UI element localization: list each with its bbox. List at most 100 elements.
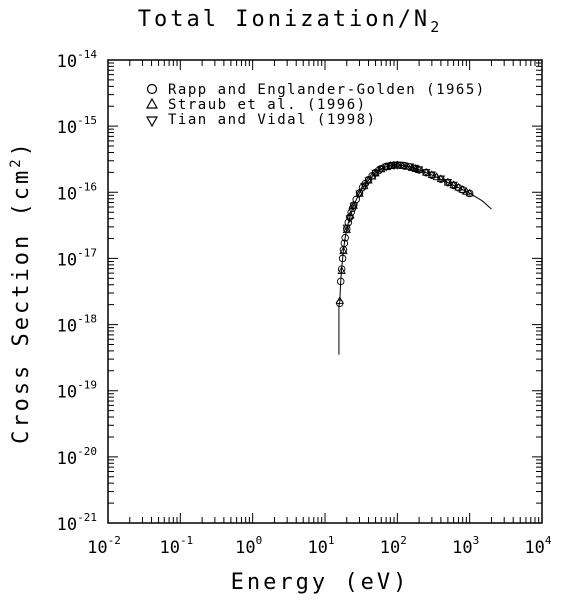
x-tick-exponent: 0 xyxy=(256,534,263,547)
legend-label-3: Tian and Vidal (1998) xyxy=(168,112,377,128)
legend-triangle-down-marker xyxy=(145,116,159,128)
y-tick-exponent: -21 xyxy=(77,511,97,524)
marker-triangle-down xyxy=(371,170,380,178)
plot-frame xyxy=(107,59,543,524)
marker-triangle-up xyxy=(454,182,463,191)
x-tick-base: 10 xyxy=(524,538,544,558)
marker-triangle-down xyxy=(355,190,364,199)
x-tick-label: 10-1 xyxy=(159,534,193,558)
x-tick-exponent: 1 xyxy=(328,534,335,547)
y-tick-exponent: -16 xyxy=(77,180,97,193)
marker-triangle-down xyxy=(443,178,453,187)
marker-triangle-up xyxy=(337,266,346,275)
marker-triangle-up xyxy=(403,161,413,170)
x-tick-label: 102 xyxy=(380,534,407,558)
y-tick-label: 10-14 xyxy=(57,48,98,72)
y-tick-exponent: -20 xyxy=(77,445,97,458)
y-axis-label: Cross Section (cm2) xyxy=(8,140,34,444)
marker-triangle-down xyxy=(364,177,373,186)
legend-item-1: Rapp and Englander-Golden (1965) xyxy=(146,82,486,98)
y-tick-label: 10-15 xyxy=(57,114,97,138)
y-axis-label-text: Cross Section (cm xyxy=(9,168,34,444)
marker-triangle-down xyxy=(427,171,436,180)
x-tick-base: 10 xyxy=(452,538,472,558)
x-tick-label: 101 xyxy=(307,534,334,558)
marker-triangle-down xyxy=(342,224,351,233)
marker-triangle-down xyxy=(398,162,408,171)
marker-triangle-down xyxy=(414,166,424,175)
y-tick-exponent: -18 xyxy=(77,313,97,326)
marker-circle xyxy=(338,254,347,263)
legend-item-3: Tian and Vidal (1998) xyxy=(145,112,377,128)
marker-circle xyxy=(340,239,349,247)
y-tick-exponent: -14 xyxy=(77,48,97,61)
y-axis-label-close: ) xyxy=(9,140,34,156)
legend-circle-marker xyxy=(146,83,158,95)
marker-triangle-down xyxy=(393,161,402,170)
marker-triangle-down xyxy=(405,163,415,172)
marker-triangle-up xyxy=(342,225,351,234)
chart-title-text: Total Ionization/N xyxy=(138,7,430,32)
marker-triangle-down xyxy=(436,175,446,184)
x-tick-labels: 10-2 10-1 100 101 102 103 104 xyxy=(87,534,552,558)
marker-circle xyxy=(341,234,349,242)
axis-ticks xyxy=(108,60,542,523)
chart-title-subscript: 2 xyxy=(430,18,442,36)
y-tick-label: 10-18 xyxy=(57,313,97,337)
y-tick-label: 10-20 xyxy=(57,445,97,469)
x-tick-label: 10-2 xyxy=(87,534,121,558)
x-tick-exponent: -1 xyxy=(180,534,193,547)
y-tick-base: 10 xyxy=(57,383,77,403)
marker-triangle-up xyxy=(371,168,380,177)
x-tick-label: 103 xyxy=(452,534,479,558)
x-tick-label: 100 xyxy=(235,534,262,558)
marker-triangle-down xyxy=(449,181,458,190)
y-tick-base: 10 xyxy=(57,449,77,469)
marker-triangle-down xyxy=(349,202,358,211)
svg-text:Cross Section (cm2): Cross Section (cm2) xyxy=(8,140,34,444)
x-tick-label: 104 xyxy=(524,534,551,558)
marker-circle xyxy=(336,277,345,286)
marker-triangle-up xyxy=(360,181,369,190)
y-tick-exponent: -15 xyxy=(77,114,97,127)
legend-label-1: Rapp and Englander-Golden (1965) xyxy=(168,82,486,98)
x-axis-label: Energy (eV) xyxy=(231,570,410,595)
y-tick-label: 10-21 xyxy=(57,511,97,535)
marker-triangle-down xyxy=(377,166,386,174)
chart-title: Total Ionization/N2 xyxy=(138,7,442,36)
marker-triangle-up xyxy=(335,296,344,304)
y-tick-base: 10 xyxy=(57,118,77,138)
minor-ticks xyxy=(108,60,542,523)
x-tick-base: 10 xyxy=(159,538,179,558)
marker-triangle-up xyxy=(407,163,417,171)
marker-triangle-up xyxy=(364,175,373,184)
x-tick-exponent: 4 xyxy=(545,534,552,547)
data-markers xyxy=(335,160,474,308)
marker-triangle-up xyxy=(465,188,474,197)
y-tick-label: 10-19 xyxy=(57,379,97,403)
marker-circle xyxy=(337,265,346,273)
x-tick-exponent: 2 xyxy=(400,534,407,547)
y-tick-base: 10 xyxy=(57,184,77,204)
y-tick-base: 10 xyxy=(57,250,77,270)
marker-triangle-down xyxy=(360,182,369,191)
y-tick-exponent: -17 xyxy=(77,246,97,259)
y-tick-label: 10-16 xyxy=(57,180,97,204)
marker-triangle-down xyxy=(421,169,431,177)
marker-triangle-up xyxy=(355,188,364,197)
y-tick-base: 10 xyxy=(57,317,77,337)
marker-triangle-up xyxy=(349,201,358,209)
marker-triangle-up xyxy=(339,246,348,255)
y-tick-base: 10 xyxy=(57,52,77,72)
marker-triangle-up xyxy=(346,210,355,219)
legend-item-2: Straub et al. (1996) xyxy=(145,97,365,113)
marker-triangle-down xyxy=(386,162,395,171)
y-axis-label-superscript: 2 xyxy=(8,156,24,167)
marker-triangle-down xyxy=(345,215,354,224)
y-tick-exponent: -19 xyxy=(77,379,97,392)
svg-text:Total Ionization/N2: Total Ionization/N2 xyxy=(138,7,442,36)
x-tick-base: 10 xyxy=(235,538,255,558)
x-tick-base: 10 xyxy=(87,538,107,558)
